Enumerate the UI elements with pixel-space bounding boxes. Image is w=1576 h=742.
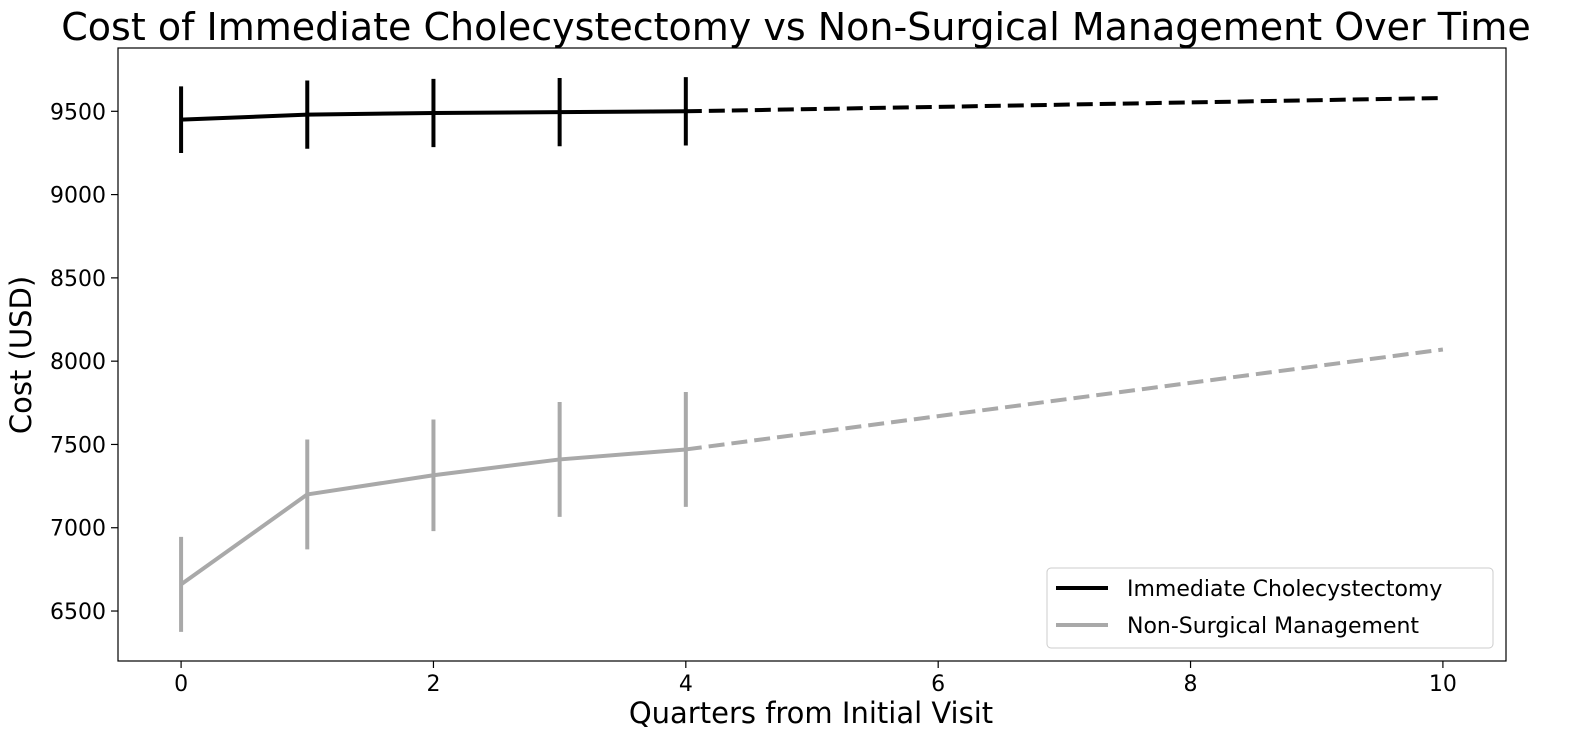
series-2 xyxy=(179,347,1444,632)
axes: 0 2 4 6 8 10 6500 7000 7500 8000 8500 9000 9500 xyxy=(50,47,1507,697)
y-tick-label: 8000 xyxy=(50,350,106,375)
y-tick-label: 6500 xyxy=(50,600,106,625)
x-tick-label: 10 xyxy=(1429,672,1457,697)
projection-line xyxy=(685,95,1443,114)
plot-area xyxy=(179,77,1444,632)
x-tick-label: 8 xyxy=(1184,672,1198,697)
y-tick-label: 9000 xyxy=(50,184,106,209)
x-tick-label: 2 xyxy=(426,672,440,697)
series-1 xyxy=(179,77,1443,153)
chart-title: Cost of Immediate Cholecystectomy vs Non… xyxy=(61,5,1530,49)
y-tick-label: 7000 xyxy=(50,517,106,542)
projection-line xyxy=(685,347,1444,452)
y-tick-label: 8500 xyxy=(50,267,106,292)
legend-entry: Immediate Cholecystectomy xyxy=(1127,577,1442,602)
legend-entry: Non-Surgical Management xyxy=(1127,614,1419,639)
x-tick-label: 0 xyxy=(174,672,188,697)
legend: Immediate Cholecystectomy Non-Surgical Ma… xyxy=(1046,567,1494,649)
y-tick-label: 9500 xyxy=(50,100,106,125)
plot-frame xyxy=(117,47,1507,662)
y-axis-label: Cost (USD) xyxy=(4,276,38,434)
x-tick-label: 6 xyxy=(931,672,945,697)
legend-box xyxy=(1046,567,1494,649)
x-tick-label: 4 xyxy=(679,672,693,697)
y-tick-label: 7500 xyxy=(50,433,106,458)
x-axis-label: Quarters from Initial Visit xyxy=(629,696,993,730)
